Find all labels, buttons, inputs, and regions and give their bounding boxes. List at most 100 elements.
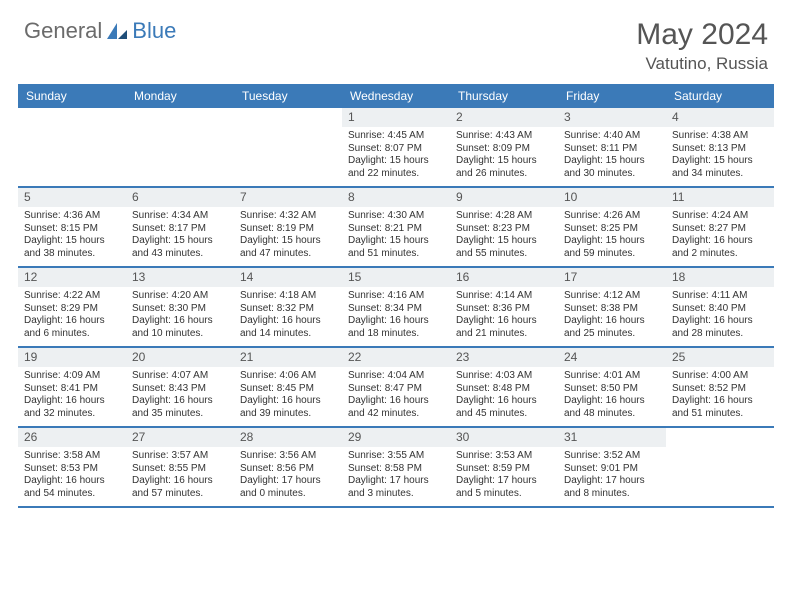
daylight-line: Daylight: 15 hours and 38 minutes. bbox=[24, 235, 120, 260]
sunrise-line: Sunrise: 4:36 AM bbox=[24, 210, 120, 223]
sunset-line: Sunset: 8:52 PM bbox=[672, 383, 768, 396]
daylight-line: Daylight: 16 hours and 57 minutes. bbox=[132, 475, 228, 500]
brand-text-general: General bbox=[24, 18, 102, 44]
sunset-line: Sunset: 8:30 PM bbox=[132, 303, 228, 316]
weekday-header: Friday bbox=[558, 84, 666, 108]
calendar-cell: 3Sunrise: 4:40 AMSunset: 8:11 PMDaylight… bbox=[558, 108, 666, 186]
daylight-line: Daylight: 15 hours and 59 minutes. bbox=[564, 235, 660, 260]
daylight-line: Daylight: 16 hours and 28 minutes. bbox=[672, 315, 768, 340]
daylight-line: Daylight: 16 hours and 45 minutes. bbox=[456, 395, 552, 420]
calendar-cell: 29Sunrise: 3:55 AMSunset: 8:58 PMDayligh… bbox=[342, 428, 450, 506]
day-number: 18 bbox=[666, 268, 774, 287]
calendar-cell: 21Sunrise: 4:06 AMSunset: 8:45 PMDayligh… bbox=[234, 348, 342, 426]
day-number: 13 bbox=[126, 268, 234, 287]
day-number: 23 bbox=[450, 348, 558, 367]
sunset-line: Sunset: 8:59 PM bbox=[456, 463, 552, 476]
weekday-header: Wednesday bbox=[342, 84, 450, 108]
title-block: May 2024 Vatutino, Russia bbox=[636, 18, 768, 74]
day-number: 22 bbox=[342, 348, 450, 367]
calendar-cell: 11Sunrise: 4:24 AMSunset: 8:27 PMDayligh… bbox=[666, 188, 774, 266]
daylight-line: Daylight: 16 hours and 14 minutes. bbox=[240, 315, 336, 340]
daylight-line: Daylight: 16 hours and 6 minutes. bbox=[24, 315, 120, 340]
day-number: 25 bbox=[666, 348, 774, 367]
sunrise-line: Sunrise: 4:45 AM bbox=[348, 130, 444, 143]
sunrise-line: Sunrise: 4:22 AM bbox=[24, 290, 120, 303]
sunset-line: Sunset: 8:34 PM bbox=[348, 303, 444, 316]
daylight-line: Daylight: 16 hours and 32 minutes. bbox=[24, 395, 120, 420]
sunset-line: Sunset: 8:32 PM bbox=[240, 303, 336, 316]
day-number: 5 bbox=[18, 188, 126, 207]
sunset-line: Sunset: 9:01 PM bbox=[564, 463, 660, 476]
daylight-line: Daylight: 16 hours and 48 minutes. bbox=[564, 395, 660, 420]
sunrise-line: Sunrise: 4:09 AM bbox=[24, 370, 120, 383]
sunrise-line: Sunrise: 4:12 AM bbox=[564, 290, 660, 303]
calendar-cell: 6Sunrise: 4:34 AMSunset: 8:17 PMDaylight… bbox=[126, 188, 234, 266]
day-number: 21 bbox=[234, 348, 342, 367]
daylight-line: Daylight: 16 hours and 21 minutes. bbox=[456, 315, 552, 340]
daylight-line: Daylight: 16 hours and 51 minutes. bbox=[672, 395, 768, 420]
sunrise-line: Sunrise: 3:56 AM bbox=[240, 450, 336, 463]
sunset-line: Sunset: 8:53 PM bbox=[24, 463, 120, 476]
calendar-cell bbox=[126, 108, 234, 186]
header: General Blue May 2024 Vatutino, Russia bbox=[0, 0, 792, 84]
daylight-line: Daylight: 16 hours and 42 minutes. bbox=[348, 395, 444, 420]
day-number: 24 bbox=[558, 348, 666, 367]
weekday-header: Saturday bbox=[666, 84, 774, 108]
calendar-week: 5Sunrise: 4:36 AMSunset: 8:15 PMDaylight… bbox=[18, 188, 774, 268]
sunset-line: Sunset: 8:25 PM bbox=[564, 223, 660, 236]
day-number: 28 bbox=[234, 428, 342, 447]
sunset-line: Sunset: 8:11 PM bbox=[564, 143, 660, 156]
sunset-line: Sunset: 8:27 PM bbox=[672, 223, 768, 236]
daylight-line: Daylight: 15 hours and 26 minutes. bbox=[456, 155, 552, 180]
sunrise-line: Sunrise: 4:40 AM bbox=[564, 130, 660, 143]
sunset-line: Sunset: 8:50 PM bbox=[564, 383, 660, 396]
day-number: 6 bbox=[126, 188, 234, 207]
day-number: 27 bbox=[126, 428, 234, 447]
sunset-line: Sunset: 8:58 PM bbox=[348, 463, 444, 476]
sunset-line: Sunset: 8:29 PM bbox=[24, 303, 120, 316]
sunrise-line: Sunrise: 4:24 AM bbox=[672, 210, 768, 223]
sunset-line: Sunset: 8:41 PM bbox=[24, 383, 120, 396]
calendar-cell: 5 Sunrise: 4:36 AMSunset: 8:15 PMDaylight… bbox=[18, 188, 126, 266]
day-number: 17 bbox=[558, 268, 666, 287]
sunset-line: Sunset: 8:48 PM bbox=[456, 383, 552, 396]
calendar-cell: 31Sunrise: 3:52 AMSunset: 9:01 PMDayligh… bbox=[558, 428, 666, 506]
location-label: Vatutino, Russia bbox=[636, 54, 768, 74]
month-title: May 2024 bbox=[636, 18, 768, 52]
sunrise-line: Sunrise: 4:34 AM bbox=[132, 210, 228, 223]
daylight-line: Daylight: 15 hours and 30 minutes. bbox=[564, 155, 660, 180]
calendar: SundayMondayTuesdayWednesdayThursdayFrid… bbox=[0, 84, 792, 508]
weekday-header: Thursday bbox=[450, 84, 558, 108]
day-number: 10 bbox=[558, 188, 666, 207]
sunset-line: Sunset: 8:38 PM bbox=[564, 303, 660, 316]
calendar-week: 26Sunrise: 3:58 AMSunset: 8:53 PMDayligh… bbox=[18, 428, 774, 508]
sunrise-line: Sunrise: 3:58 AM bbox=[24, 450, 120, 463]
sunset-line: Sunset: 8:15 PM bbox=[24, 223, 120, 236]
daylight-line: Daylight: 16 hours and 10 minutes. bbox=[132, 315, 228, 340]
day-number: 4 bbox=[666, 108, 774, 127]
sunrise-line: Sunrise: 3:57 AM bbox=[132, 450, 228, 463]
calendar-cell: 2Sunrise: 4:43 AMSunset: 8:09 PMDaylight… bbox=[450, 108, 558, 186]
sunset-line: Sunset: 8:55 PM bbox=[132, 463, 228, 476]
calendar-week: 1Sunrise: 4:45 AMSunset: 8:07 PMDaylight… bbox=[18, 108, 774, 188]
daylight-line: Daylight: 16 hours and 54 minutes. bbox=[24, 475, 120, 500]
sunrise-line: Sunrise: 3:53 AM bbox=[456, 450, 552, 463]
sunset-line: Sunset: 8:13 PM bbox=[672, 143, 768, 156]
day-number: 29 bbox=[342, 428, 450, 447]
sunset-line: Sunset: 8:17 PM bbox=[132, 223, 228, 236]
calendar-cell: 18Sunrise: 4:11 AMSunset: 8:40 PMDayligh… bbox=[666, 268, 774, 346]
calendar-cell: 7Sunrise: 4:32 AMSunset: 8:19 PMDaylight… bbox=[234, 188, 342, 266]
sunset-line: Sunset: 8:23 PM bbox=[456, 223, 552, 236]
day-number: 20 bbox=[126, 348, 234, 367]
calendar-cell bbox=[666, 428, 774, 506]
calendar-cell: 20Sunrise: 4:07 AMSunset: 8:43 PMDayligh… bbox=[126, 348, 234, 426]
sunset-line: Sunset: 8:19 PM bbox=[240, 223, 336, 236]
sunrise-line: Sunrise: 4:11 AM bbox=[672, 290, 768, 303]
day-number: 26 bbox=[18, 428, 126, 447]
sunrise-line: Sunrise: 4:07 AM bbox=[132, 370, 228, 383]
sunset-line: Sunset: 8:36 PM bbox=[456, 303, 552, 316]
daylight-line: Daylight: 16 hours and 35 minutes. bbox=[132, 395, 228, 420]
sail-icon bbox=[106, 22, 128, 40]
calendar-cell: 24Sunrise: 4:01 AMSunset: 8:50 PMDayligh… bbox=[558, 348, 666, 426]
daylight-line: Daylight: 17 hours and 3 minutes. bbox=[348, 475, 444, 500]
